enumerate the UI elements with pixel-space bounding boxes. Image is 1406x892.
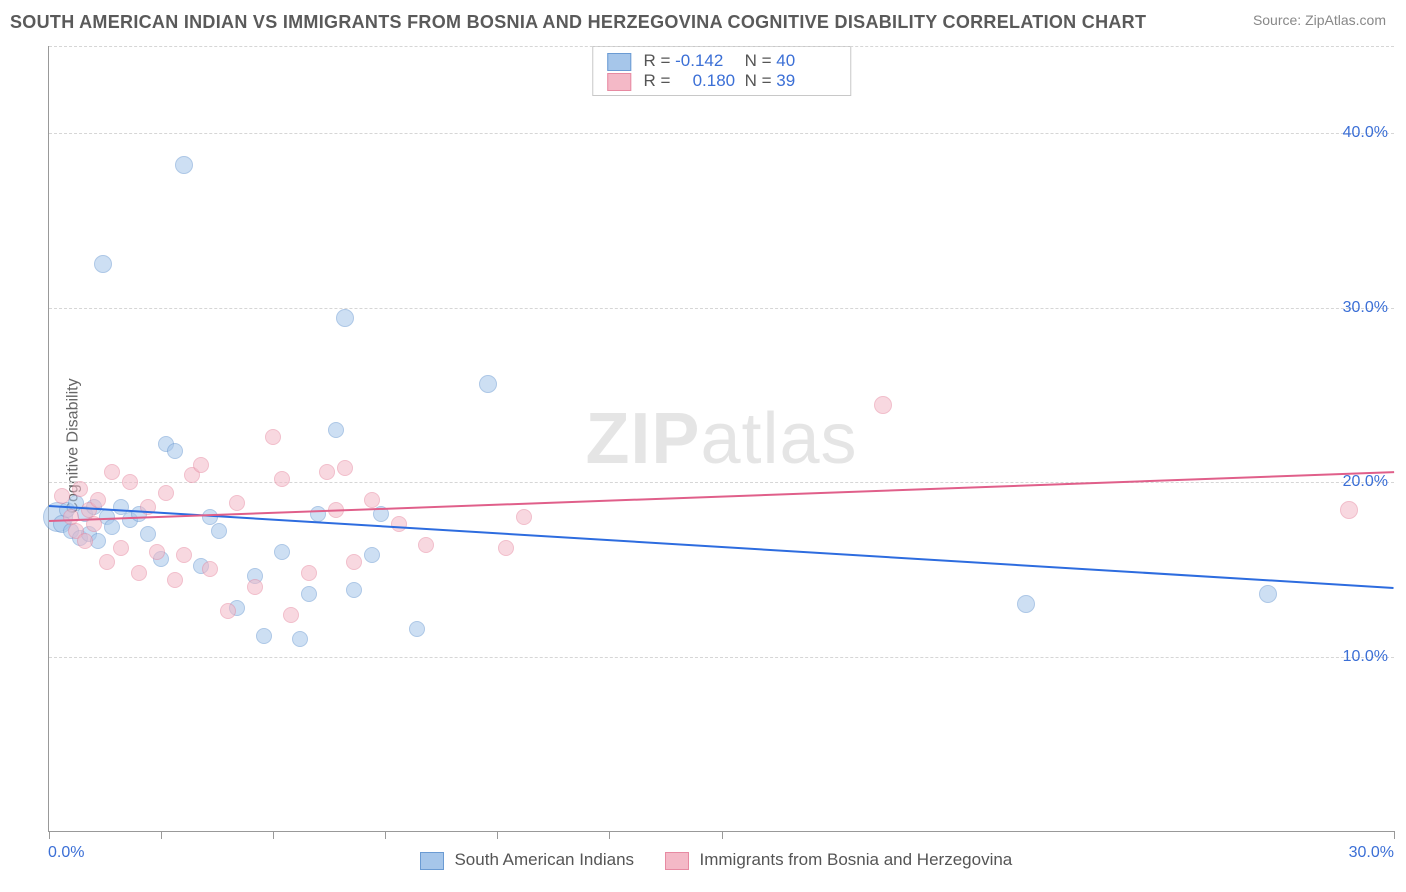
- scatter-point-bih: [498, 540, 514, 556]
- scatter-point-sai: [1017, 595, 1035, 613]
- scatter-point-bih: [131, 565, 147, 581]
- scatter-point-bih: [364, 492, 380, 508]
- scatter-point-bih: [247, 579, 263, 595]
- x-tick: [161, 831, 162, 839]
- scatter-point-bih: [301, 565, 317, 581]
- scatter-point-bih: [72, 481, 88, 497]
- scatter-point-sai: [274, 544, 290, 560]
- y-tick-label: 10.0%: [1343, 648, 1388, 666]
- swatch-bih: [607, 73, 631, 91]
- scatter-point-bih: [283, 607, 299, 623]
- scatter-point-sai: [292, 631, 308, 647]
- scatter-point-bih: [90, 492, 106, 508]
- scatter-point-bih: [319, 464, 335, 480]
- scatter-point-sai: [479, 375, 497, 393]
- legend-label-bih: Immigrants from Bosnia and Herzegovina: [700, 850, 1013, 869]
- legend-label-sai: South American Indians: [454, 850, 634, 869]
- swatch-sai: [607, 53, 631, 71]
- scatter-point-bih: [167, 572, 183, 588]
- scatter-point-bih: [104, 464, 120, 480]
- plot-area: ZIPatlas R = -0.142 N = 40 R = 0.180 N =…: [48, 46, 1394, 832]
- watermark: ZIPatlas: [585, 398, 857, 480]
- scatter-point-bih: [54, 488, 70, 504]
- scatter-point-bih: [874, 396, 892, 414]
- scatter-point-bih: [158, 485, 174, 501]
- scatter-point-sai: [364, 547, 380, 563]
- stats-box: R = -0.142 N = 40 R = 0.180 N = 39: [592, 46, 851, 96]
- legend-swatch-bih: [665, 852, 689, 870]
- scatter-point-bih: [391, 516, 407, 532]
- scatter-point-bih: [149, 544, 165, 560]
- source-label: Source: ZipAtlas.com: [1253, 12, 1386, 28]
- scatter-point-bih: [346, 554, 362, 570]
- x-tick: [609, 831, 610, 839]
- r-sai: -0.142: [675, 51, 735, 71]
- scatter-point-bih: [337, 460, 353, 476]
- chart-title: SOUTH AMERICAN INDIAN VS IMMIGRANTS FROM…: [10, 12, 1146, 33]
- x-tick: [497, 831, 498, 839]
- scatter-point-sai: [104, 519, 120, 535]
- scatter-point-bih: [193, 457, 209, 473]
- r-bih: 0.180: [675, 71, 735, 91]
- scatter-point-sai: [256, 628, 272, 644]
- scatter-point-sai: [1259, 585, 1277, 603]
- scatter-point-sai: [301, 586, 317, 602]
- gridline: [49, 482, 1394, 483]
- scatter-point-bih: [176, 547, 192, 563]
- scatter-point-bih: [202, 561, 218, 577]
- scatter-point-bih: [229, 495, 245, 511]
- scatter-point-bih: [516, 509, 532, 525]
- y-tick-label: 20.0%: [1343, 473, 1388, 491]
- scatter-point-sai: [336, 309, 354, 327]
- scatter-point-sai: [211, 523, 227, 539]
- n-sai: 40: [776, 51, 836, 71]
- scatter-point-bih: [220, 603, 236, 619]
- n-bih: 39: [776, 71, 836, 91]
- y-tick-label: 40.0%: [1343, 124, 1388, 142]
- gridline: [49, 133, 1394, 134]
- x-tick: [1394, 831, 1395, 839]
- stats-row-bih: R = 0.180 N = 39: [607, 71, 836, 91]
- scatter-point-sai: [94, 255, 112, 273]
- stats-row-sai: R = -0.142 N = 40: [607, 51, 836, 71]
- scatter-point-sai: [409, 621, 425, 637]
- watermark-thin: atlas: [700, 399, 857, 479]
- scatter-point-bih: [418, 537, 434, 553]
- scatter-point-bih: [265, 429, 281, 445]
- x-tick: [385, 831, 386, 839]
- scatter-point-sai: [310, 506, 326, 522]
- watermark-bold: ZIP: [585, 399, 700, 479]
- gridline: [49, 308, 1394, 309]
- scatter-point-bih: [274, 471, 290, 487]
- x-tick: [49, 831, 50, 839]
- legend-swatch-sai: [420, 852, 444, 870]
- scatter-point-bih: [99, 554, 115, 570]
- scatter-point-bih: [113, 540, 129, 556]
- y-tick-label: 30.0%: [1343, 299, 1388, 317]
- x-tick: [273, 831, 274, 839]
- x-tick: [722, 831, 723, 839]
- gridline: [49, 657, 1394, 658]
- legend: South American Indians Immigrants from B…: [0, 850, 1406, 870]
- scatter-point-sai: [167, 443, 183, 459]
- scatter-point-sai: [140, 526, 156, 542]
- scatter-point-sai: [328, 422, 344, 438]
- scatter-point-sai: [346, 582, 362, 598]
- scatter-point-bih: [1340, 501, 1358, 519]
- scatter-point-bih: [77, 533, 93, 549]
- scatter-point-sai: [175, 156, 193, 174]
- scatter-point-bih: [122, 474, 138, 490]
- trend-line-bih: [49, 472, 1394, 523]
